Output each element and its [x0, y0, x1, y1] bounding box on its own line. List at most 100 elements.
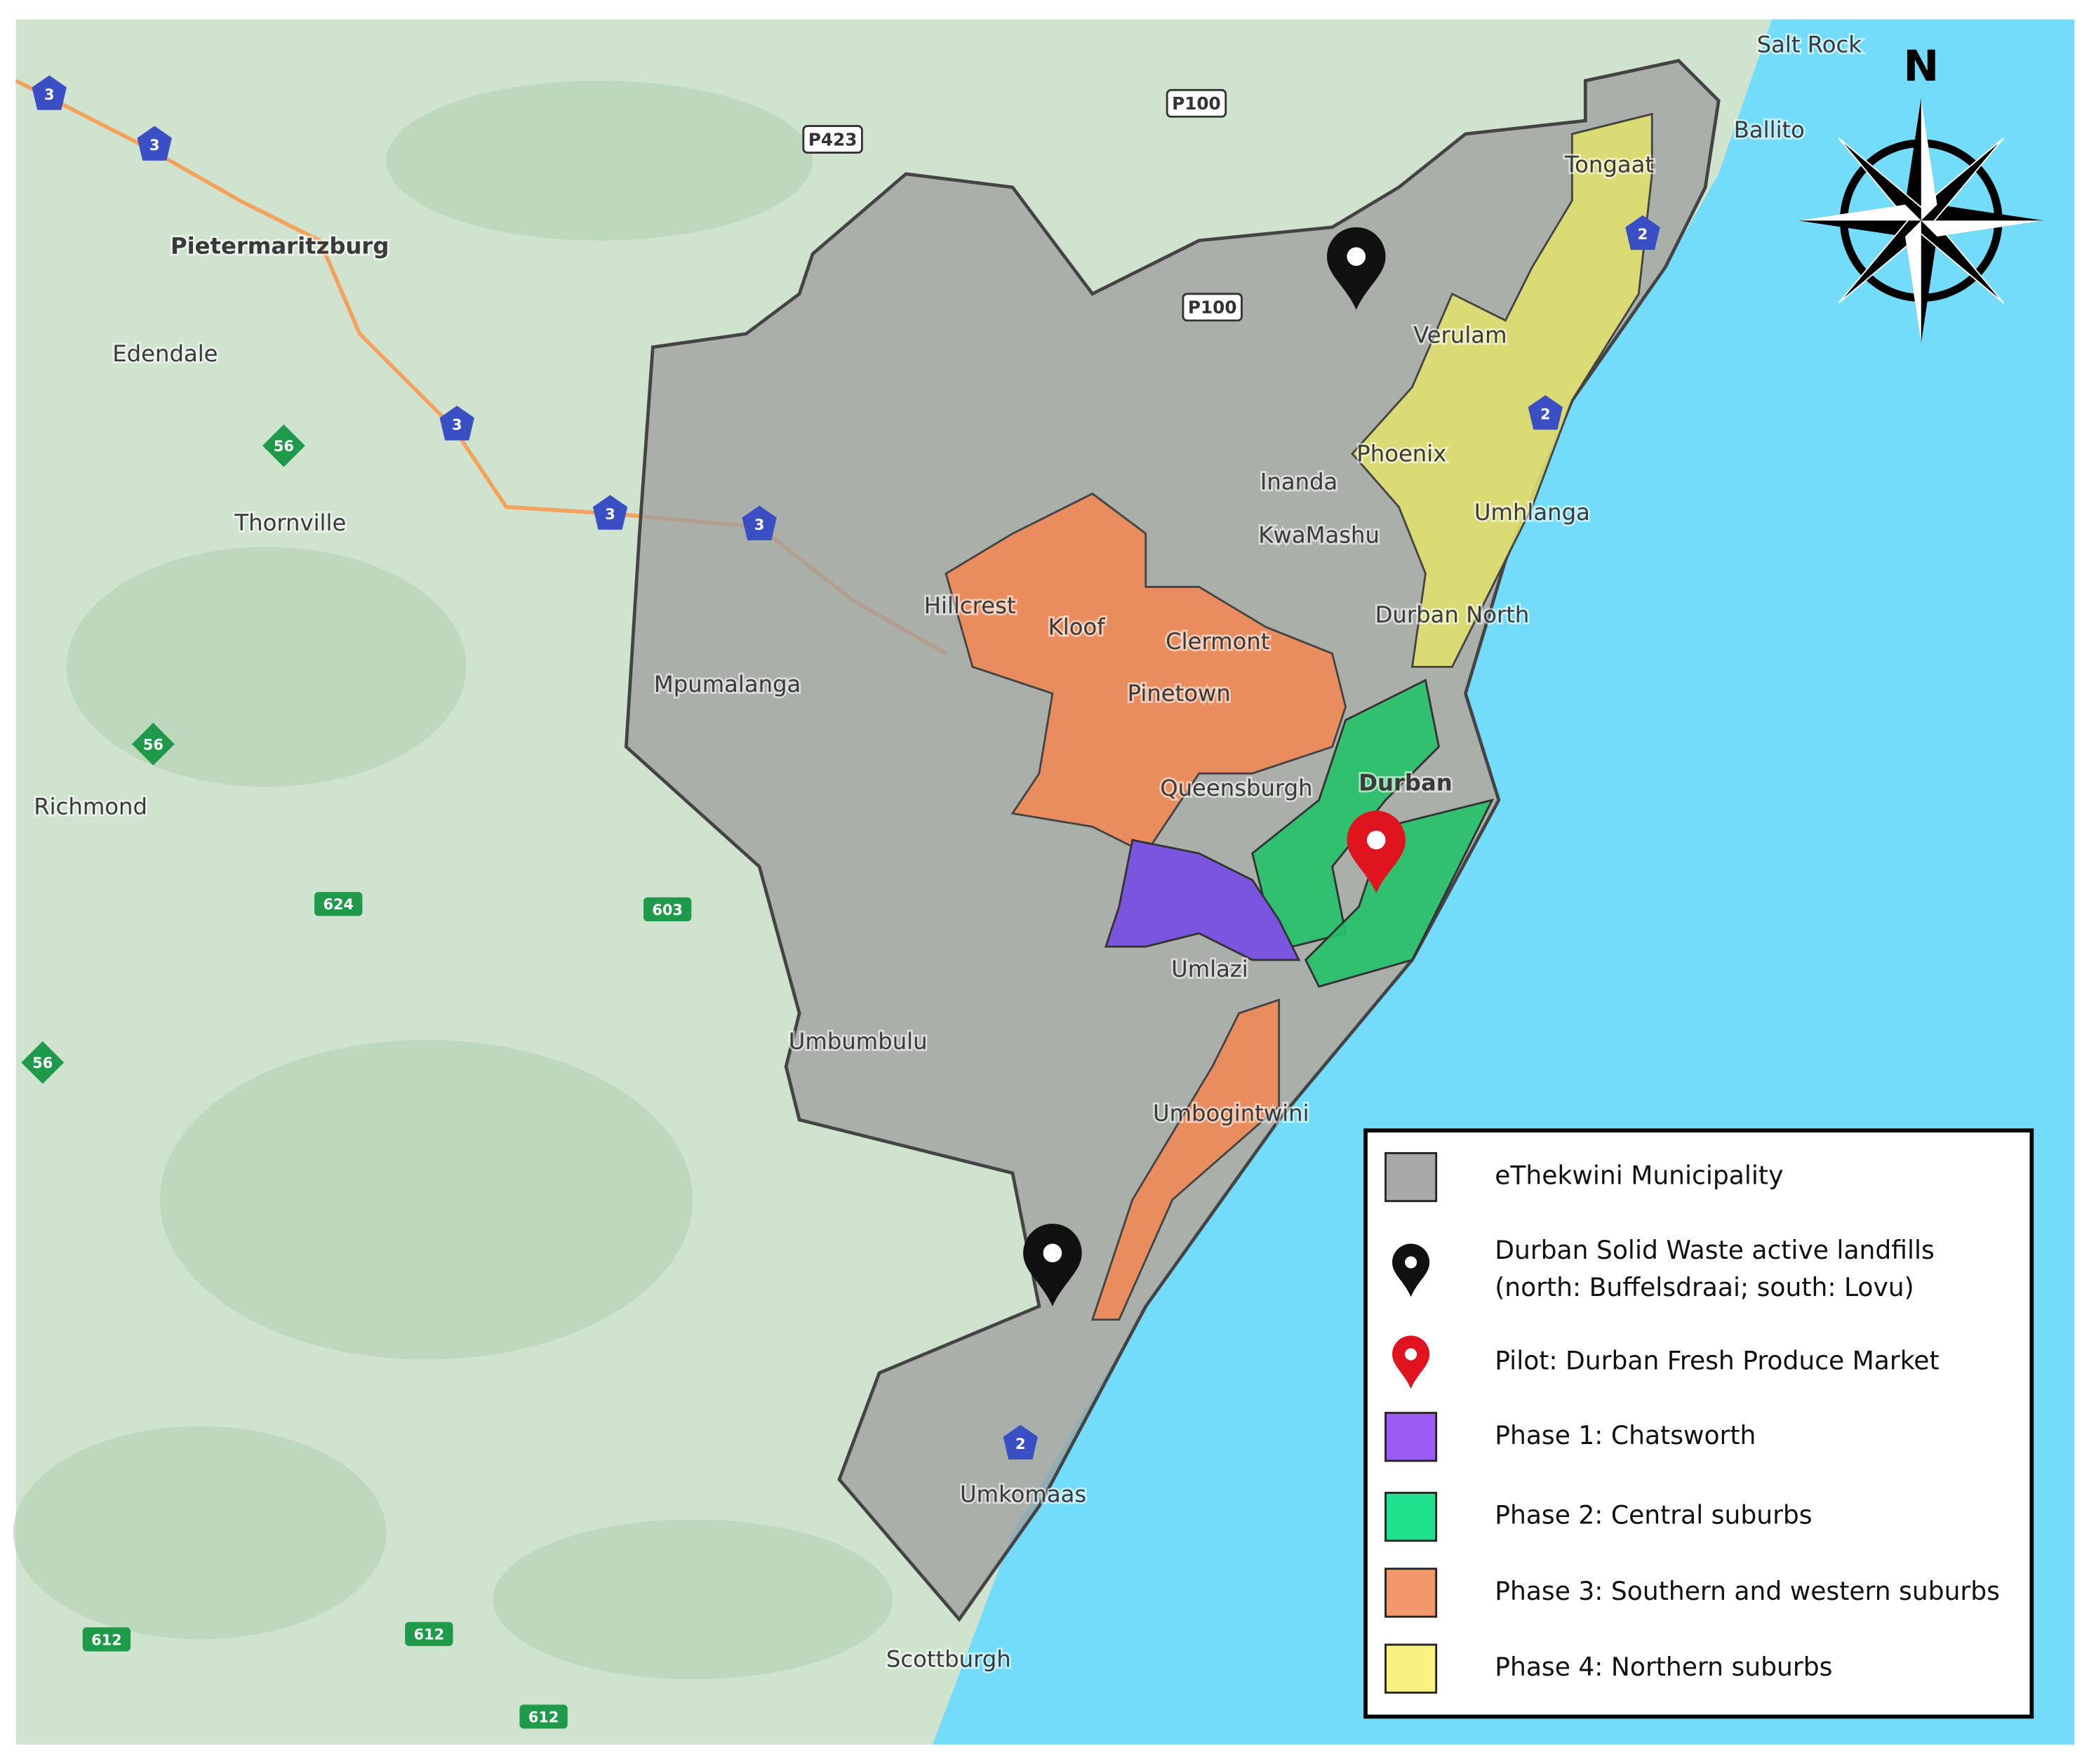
shield-bg	[1166, 88, 1227, 118]
legend-swatch	[1384, 1643, 1438, 1694]
terrain	[13, 80, 893, 1680]
legend-pin-hole	[1405, 1348, 1417, 1361]
compass-label: N	[1903, 42, 1939, 91]
place-label: Ballito	[1734, 116, 1805, 143]
legend-pin-hole	[1405, 1256, 1417, 1269]
road-label: 2	[1540, 406, 1551, 423]
compass: N	[1798, 42, 2044, 344]
phase1	[1104, 838, 1301, 961]
place-label: Umhlanga	[1474, 499, 1590, 526]
legend-detail: (north: Buffelsdraai; south: Lovu)	[1495, 1273, 1914, 1302]
landfill-south-marker	[1023, 1223, 1082, 1307]
road-shield: 2	[1003, 1424, 1039, 1460]
shield-bg	[1625, 215, 1660, 250]
shield-bg	[262, 424, 305, 467]
road-label: 3	[44, 86, 55, 103]
shield-bg	[137, 126, 172, 161]
shield-bg	[405, 1622, 453, 1646]
road-label: 2	[1015, 1436, 1026, 1452]
place-label: Clermont	[1166, 628, 1269, 655]
legend-label: Pilot: Durban Fresh Produce Market	[1495, 1346, 1939, 1375]
road-label: 3	[605, 506, 615, 523]
road-label: 3	[452, 417, 462, 434]
road-label: 603	[652, 902, 683, 918]
legend-marker	[1392, 1335, 1430, 1389]
shield-bg	[1003, 1424, 1039, 1460]
legend-swatch	[1384, 1412, 1438, 1462]
legend-pin	[1392, 1335, 1430, 1389]
legend-pin	[1392, 1243, 1430, 1297]
road-label: 2	[1638, 226, 1648, 243]
road-label: P423	[808, 129, 857, 149]
road-shield: 56	[131, 723, 175, 766]
place-label: KwaMashu	[1258, 521, 1380, 548]
legend-label: Phase 1: Chatsworth	[1495, 1421, 1756, 1450]
road-shield: P100	[1182, 293, 1243, 322]
road-label: 612	[91, 1631, 122, 1648]
shield-bg	[1528, 395, 1563, 430]
place-label: Scottburgh	[886, 1646, 1011, 1673]
road-label: 56	[143, 736, 163, 753]
phase3-south	[1090, 998, 1281, 1321]
place-label: Thornville	[234, 509, 346, 536]
shield-bg	[802, 125, 863, 154]
road-label: P100	[1188, 298, 1237, 318]
shield-bg	[643, 897, 692, 922]
road-shield: 3	[742, 505, 777, 541]
place-label: Umbumbulu	[789, 1028, 928, 1055]
road-shield: 3	[439, 406, 474, 441]
shield-bg	[21, 1041, 65, 1084]
place-label: Umlazi	[1171, 956, 1248, 982]
legend-swatch	[1384, 1568, 1438, 1618]
legend-swatch	[1384, 1492, 1438, 1542]
road-shield: 624	[314, 892, 363, 916]
road-label: 56	[32, 1055, 53, 1071]
road-shield: 56	[262, 424, 305, 467]
pilot-marker	[1347, 810, 1406, 894]
place-label: Queensburgh	[1160, 775, 1312, 801]
legend-label: Durban Solid Waste active landfills	[1495, 1236, 1935, 1265]
road-label: P100	[1172, 93, 1221, 114]
legend-label: Phase 2: Central suburbs	[1495, 1501, 1812, 1530]
place-label: Verulam	[1413, 322, 1507, 349]
place-label: Phoenix	[1356, 440, 1446, 467]
road-label: 3	[149, 137, 160, 154]
shield-bg	[439, 406, 474, 441]
place-label: Umkomaas	[960, 1481, 1086, 1507]
legend: eThekwini Municipality Durban Solid Waste…	[1363, 1128, 2034, 1719]
legend-marker	[1392, 1243, 1430, 1297]
shield-bg	[1182, 293, 1243, 322]
place-label: Umbogintwini	[1153, 1100, 1309, 1126]
road-shield: 56	[21, 1041, 65, 1084]
place-label: Mpumalanga	[654, 671, 801, 697]
place-label: Richmond	[34, 794, 147, 820]
road-shield: 3	[32, 75, 67, 110]
road-shield: 2	[1528, 395, 1563, 430]
place-label: Edendale	[112, 340, 218, 367]
road-shield: 3	[592, 495, 628, 530]
shield-bg	[32, 75, 67, 110]
place-label: Durban	[1359, 769, 1453, 796]
place-label: Pietermaritzburg	[171, 232, 389, 259]
road-shield: P423	[802, 125, 863, 154]
legend-label: Phase 3: Southern and western suburbs	[1495, 1577, 2000, 1606]
place-label: Pinetown	[1128, 680, 1231, 707]
phase3-west	[945, 492, 1347, 855]
shield-bg	[131, 723, 175, 766]
shield-bg	[742, 505, 777, 541]
landfill-north-marker	[1327, 227, 1386, 310]
shield-bg	[82, 1627, 131, 1652]
legend-box	[1363, 1128, 2034, 1719]
phase4	[1351, 112, 1653, 668]
legend-label: Phase 4: Northern suburbs	[1495, 1652, 1832, 1682]
place-label: Kloof	[1048, 613, 1106, 640]
place-label: Tongaat	[1564, 152, 1654, 178]
road-label: 612	[528, 1709, 559, 1725]
road-shield: 612	[405, 1622, 453, 1646]
road-shield: P100	[1166, 88, 1227, 118]
road-shield: 2	[1625, 215, 1660, 250]
road-label: 624	[323, 896, 354, 913]
shield-bg	[519, 1704, 568, 1729]
